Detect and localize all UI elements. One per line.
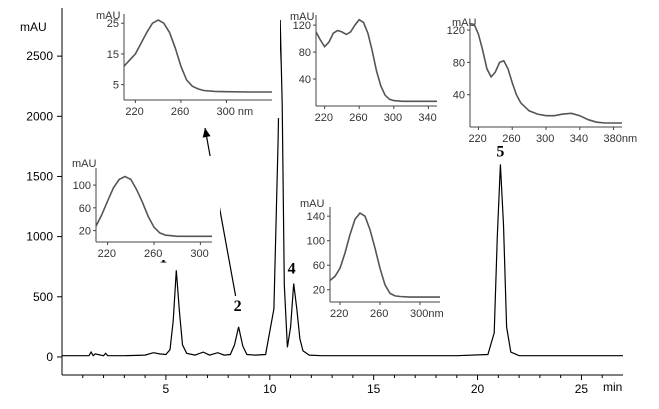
inset-x-tick-label: 340 xyxy=(570,133,588,145)
inset-x-tick-label: 300 xyxy=(384,112,402,124)
inset-background xyxy=(300,195,448,320)
inset-x-tick-label: 220 xyxy=(315,112,333,124)
x-tick-label: 10 xyxy=(263,382,277,396)
inset-y-tick-label: 100 xyxy=(307,236,325,248)
inset-spectrum-line xyxy=(123,19,272,93)
inset-y-tick-label: 80 xyxy=(453,57,465,69)
inset-peak-2: 5 15 25 220 260 300 nm mAU xyxy=(94,2,280,118)
inset-x-tick-label: 260 xyxy=(171,106,189,118)
inset-y-tick-label: 20 xyxy=(79,226,91,238)
inset-peak-4: 20 60 100 140 220 260 300nm mAU xyxy=(300,195,448,320)
inset-y-axis-label: mAU xyxy=(96,10,121,22)
inset-y-axis-label: mAU xyxy=(290,11,315,23)
inset-peak-5: 40 80 120 220 260 300 340 380nm mAU xyxy=(440,10,637,145)
inset-x-tick-label: 300 nm xyxy=(216,106,253,118)
inset-x-tick-label: 260 xyxy=(370,308,388,320)
inset-x-tick-label: 220 xyxy=(330,308,348,320)
inset-background xyxy=(94,2,280,118)
x-tick-label: 5 xyxy=(163,382,170,396)
inset-y-tick-label: 120 xyxy=(447,25,465,37)
inset-y-axis-label: mAU xyxy=(452,17,477,29)
inset-background xyxy=(286,3,445,124)
y-tick-label: 500 xyxy=(33,290,53,304)
inset-y-tick-label: 60 xyxy=(313,260,325,272)
y-tick-label: 2500 xyxy=(26,49,53,63)
inset-spectrum-line xyxy=(315,18,437,103)
inset-y-tick-label: 40 xyxy=(453,90,465,102)
y-axis-label: mAU xyxy=(20,20,47,34)
inset-y-tick-label: 15 xyxy=(107,49,119,61)
inset-y-axis-label: mAU xyxy=(72,158,97,170)
x-tick-label: 15 xyxy=(367,382,381,396)
chromatogram-line xyxy=(62,19,623,357)
peak-label-4: 4 xyxy=(288,261,296,278)
inset-x-tick-label: 300 xyxy=(536,133,554,145)
inset-x-tick-label: 260 xyxy=(349,112,367,124)
inset-x-tick-label: 300nm xyxy=(410,308,444,320)
inset-y-tick-label: 60 xyxy=(79,203,91,215)
inset-x-tick-label: 220 xyxy=(125,106,143,118)
inset-y-tick-label: 25 xyxy=(107,18,119,30)
x-tick-label: 20 xyxy=(471,382,485,396)
inset-spectrum-line xyxy=(469,22,622,124)
inset-y-axis-label: mAU xyxy=(300,198,325,210)
y-tick-label: 1500 xyxy=(26,169,53,183)
inset-y-tick-label: 40 xyxy=(299,74,311,86)
peak-label-2: 2 xyxy=(234,298,242,315)
inset-x-tick-label: 260 xyxy=(502,133,520,145)
y-tick-label: 0 xyxy=(46,350,53,364)
inset-x-tick-label: 300 xyxy=(190,248,208,260)
inset-y-tick-label: 140 xyxy=(307,211,325,223)
inset-spectrum-line xyxy=(329,212,440,298)
inset-y-tick-label: 20 xyxy=(313,285,325,297)
inset-x-tick-label: 260 xyxy=(144,248,162,260)
inset-y-tick-label: 80 xyxy=(299,47,311,59)
peak-2-arrow-head xyxy=(202,128,211,138)
inset-y-tick-label: 100 xyxy=(73,180,91,192)
inset-x-tick-label: 220 xyxy=(98,248,116,260)
inset-y-tick-label: 120 xyxy=(293,20,311,32)
x-axis-label: min xyxy=(603,380,622,394)
inset-x-tick-label: 220 xyxy=(468,133,486,145)
x-tick-label: 25 xyxy=(575,382,589,396)
inset-peak-1: 20 60 100 220 260 300 mAU xyxy=(66,156,220,260)
inset-x-tick-label: 380nm xyxy=(604,133,638,145)
y-tick-label: 1000 xyxy=(26,230,53,244)
inset-y-tick-label: 5 xyxy=(113,80,119,92)
inset-background xyxy=(66,156,220,260)
y-tick-label: 2000 xyxy=(26,109,53,123)
peak-label-5: 5 xyxy=(496,143,504,160)
inset-spectrum-line xyxy=(95,175,212,238)
